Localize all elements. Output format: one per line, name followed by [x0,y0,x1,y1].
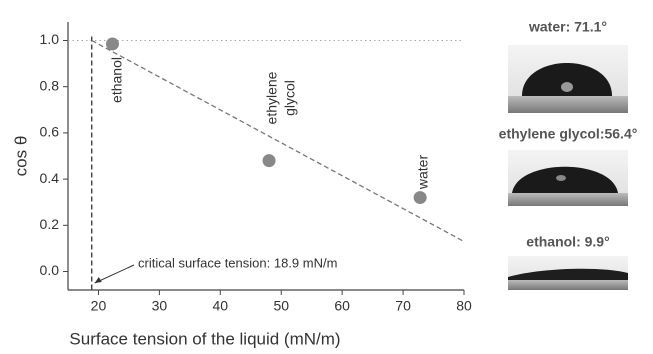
x-tick-label: 70 [395,298,411,314]
arrow-head [94,277,102,283]
point-label: ethanol [109,57,125,103]
x-tick-label: 80 [456,298,472,314]
y-tick-label: 0.8 [40,77,60,93]
x-tick-label: 20 [91,298,107,314]
image-caption: water: 71.1° [528,19,607,35]
droplet-image [508,256,628,290]
y-axis-label: cos θ [11,136,30,177]
point [105,37,119,51]
x-axis-label: Surface tension of the liquid (mN/m) [69,329,340,348]
image-caption: ethylene glycol:56.4° [499,126,638,142]
y-tick-label: 0.6 [40,124,60,140]
y-tick-label: 1.0 [40,31,60,47]
droplet-image [508,150,628,206]
point [413,191,427,205]
y-tick-label: 0.2 [40,216,60,232]
droplet-image [508,45,628,113]
point-label: ethylene [264,71,280,124]
point [262,154,276,168]
x-tick-label: 40 [213,298,229,314]
annotation: critical surface tension: 18.9 mN/m [138,255,337,270]
y-tick-label: 0.4 [40,170,60,186]
point-label: water [415,155,431,191]
annotation-arrow [94,264,135,284]
x-tick-label: 30 [152,298,168,314]
fit-line [91,39,465,243]
point-label: glycol [282,80,298,116]
x-tick-label: 50 [273,298,289,314]
y-tick-label: 0.0 [40,262,60,278]
image-caption: ethanol: 9.9° [526,234,609,250]
x-tick-label: 60 [334,298,350,314]
